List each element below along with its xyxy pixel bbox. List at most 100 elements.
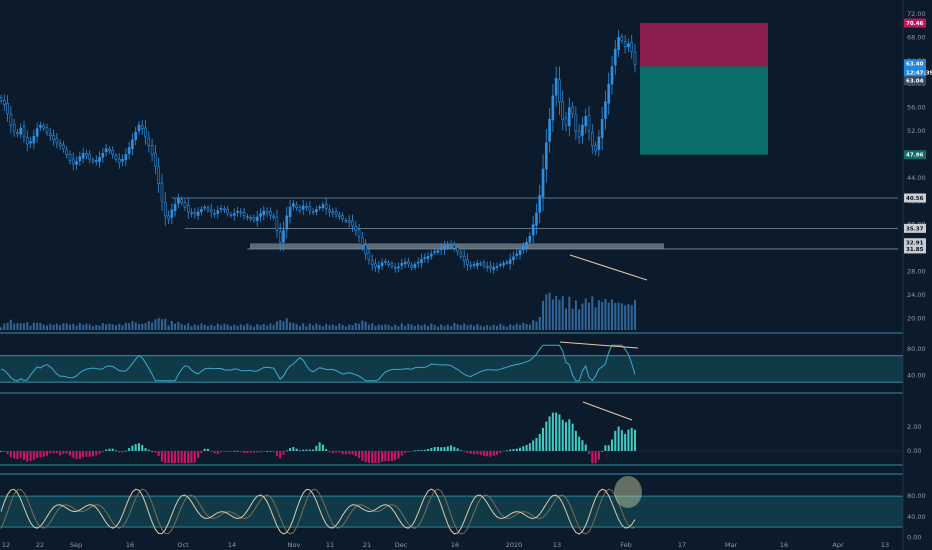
- candle-body: [315, 209, 318, 213]
- candle-body: [196, 211, 200, 216]
- histogram-bar: [36, 451, 39, 458]
- volume-bar: [502, 325, 505, 330]
- histogram-bar: [548, 416, 551, 451]
- stoch-k-line: [0, 488, 636, 535]
- histogram-bar: [226, 451, 229, 452]
- volume-bar: [275, 321, 278, 330]
- candle-body: [144, 127, 147, 138]
- candle-body: [295, 204, 298, 208]
- volume-bar: [453, 322, 456, 330]
- volume-bar: [492, 324, 495, 330]
- divergence-line-rsi[interactable]: [559, 341, 639, 349]
- histogram-bar: [124, 450, 127, 452]
- candle-body: [29, 141, 32, 144]
- volume-bar: [187, 323, 190, 330]
- volume-bar: [555, 295, 558, 330]
- volume-bar: [574, 300, 577, 330]
- time-tick-label: 16: [451, 541, 459, 549]
- histogram-bar: [88, 451, 91, 457]
- time-axis[interactable]: 12 22 Sep 16 Oct 14 Nov 11 21 Dec 16 2020 13 Feb 17 Mar…: [2, 541, 889, 549]
- volume-bar: [252, 326, 255, 330]
- volume-bar: [226, 324, 229, 330]
- histogram-bar: [604, 445, 607, 451]
- volume-bar: [387, 324, 390, 330]
- rsi-pane[interactable]: [0, 341, 903, 383]
- time-tick-label: Apr: [832, 541, 844, 549]
- candle-body: [518, 250, 522, 255]
- histogram-bar: [154, 451, 157, 453]
- histogram-bar: [496, 451, 499, 455]
- stop-loss-zone[interactable]: [640, 23, 768, 67]
- volume-bar: [131, 321, 134, 330]
- time-tick-label: Feb: [620, 541, 632, 549]
- histogram-bar: [259, 451, 262, 453]
- candle-body: [209, 209, 213, 213]
- price-axis[interactable]: 72.0068.0064.0060.0056.0052.0048.0044.00…: [902, 0, 932, 550]
- candle-body: [265, 210, 269, 214]
- volume-bar: [88, 324, 91, 330]
- candle-body: [58, 143, 62, 146]
- histogram-bar: [19, 451, 22, 458]
- stochastic-pane[interactable]: [0, 476, 903, 535]
- volume-bar: [157, 317, 160, 330]
- candle-body: [512, 256, 515, 261]
- histogram-bar: [187, 451, 190, 463]
- histogram-bar: [354, 451, 357, 457]
- histogram-bar: [95, 451, 98, 456]
- candle-body: [328, 209, 331, 213]
- candle-body: [252, 217, 256, 221]
- price-tag-box: [904, 150, 926, 160]
- time-tick-label: Oct: [177, 541, 189, 549]
- histogram-bar: [6, 451, 9, 455]
- histogram-bar: [528, 443, 531, 451]
- volume-bar: [367, 324, 370, 330]
- volume-bar: [55, 323, 58, 330]
- candle-body: [193, 211, 197, 215]
- histogram-bar: [561, 419, 564, 451]
- candle-body: [246, 216, 249, 219]
- candle-body: [150, 145, 154, 155]
- volume-bar: [42, 324, 45, 330]
- volume-bar: [430, 323, 433, 330]
- candle-body: [298, 207, 302, 211]
- histogram-bar: [249, 451, 252, 453]
- histogram-bar: [387, 451, 390, 462]
- histogram-bar: [377, 451, 380, 463]
- candle-body: [32, 136, 36, 144]
- volume-bar: [29, 325, 32, 330]
- candle-body: [413, 264, 417, 268]
- divergence-line-histogram[interactable]: [582, 401, 633, 421]
- histogram-bar: [459, 450, 462, 452]
- histogram-bar: [128, 448, 131, 451]
- candle-body: [137, 124, 141, 132]
- histogram-bar: [302, 449, 305, 451]
- volume-bar: [36, 322, 39, 330]
- histogram-pane[interactable]: [0, 401, 903, 463]
- volume-bar: [624, 305, 627, 330]
- histogram-bar: [427, 448, 430, 451]
- volume-bar: [561, 296, 564, 330]
- divergence-line-price[interactable]: [569, 254, 648, 281]
- support-zone-rect[interactable]: [250, 243, 664, 249]
- candle-body: [397, 266, 400, 269]
- volume-bar: [519, 324, 522, 330]
- volume-bar: [535, 321, 538, 330]
- histogram-bar: [105, 449, 108, 451]
- take-profit-zone[interactable]: [640, 66, 768, 155]
- price-pane[interactable]: [0, 23, 903, 475]
- volume-bar: [282, 321, 285, 330]
- histogram-bar: [160, 451, 163, 462]
- stoch-highlight-circle[interactable]: [614, 476, 642, 508]
- stoch-band: [0, 496, 903, 528]
- volume-bar: [377, 324, 380, 330]
- candle-body: [170, 209, 174, 218]
- volume-bar: [528, 324, 531, 330]
- histogram-bar: [9, 451, 12, 458]
- candle-body: [630, 42, 634, 52]
- candle-body: [581, 124, 584, 136]
- volume-bar: [564, 308, 568, 330]
- volume-bar: [433, 324, 436, 330]
- volume-bar: [203, 324, 206, 330]
- candle-body: [364, 244, 367, 255]
